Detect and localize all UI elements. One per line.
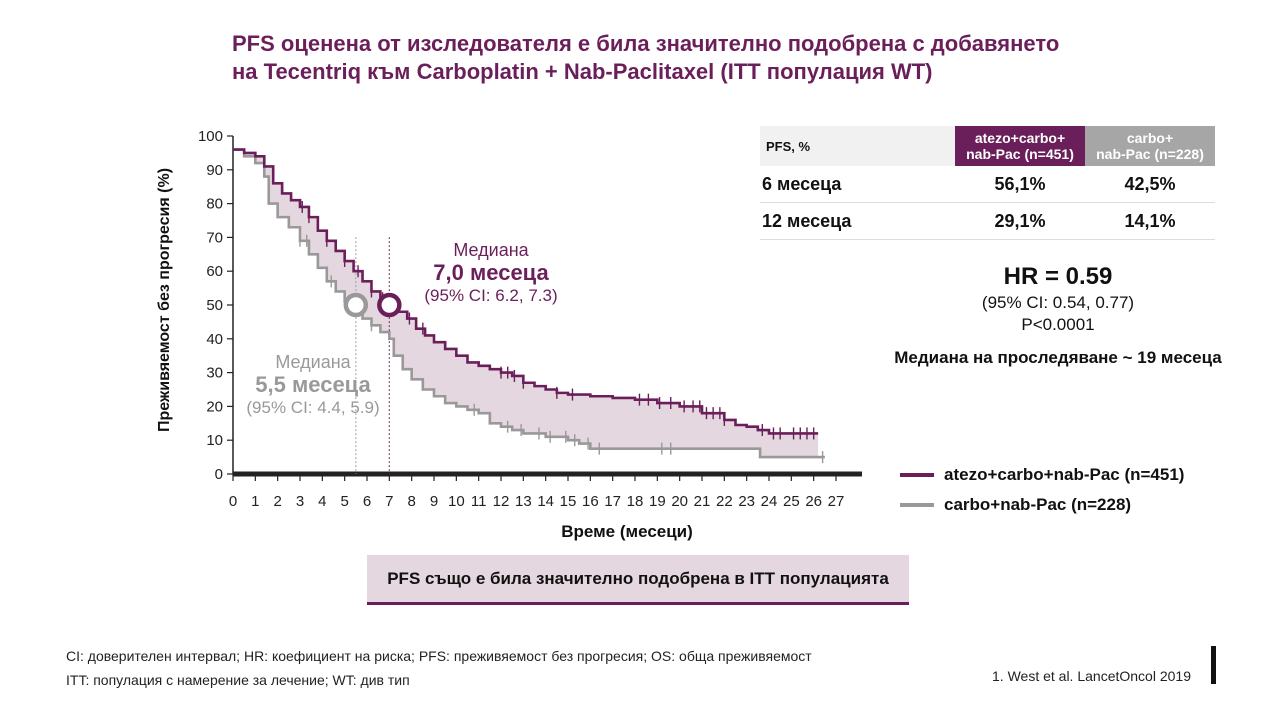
median-carbo-label: Медиана (275, 352, 351, 372)
footnote-line-2: ITT: популация с намерение за лечение; W… (66, 672, 410, 688)
y-tick-label: 100 (198, 128, 223, 145)
p-value: P<0.0001 (1021, 315, 1095, 334)
median-carbo-ci: (95% CI: 4.4, 5.9) (246, 398, 380, 417)
y-tick-label: 60 (206, 263, 223, 280)
median-annotation-atezo: Медиана 7,0 месеца (95% CI: 6.2, 7.3) (424, 240, 557, 306)
pfs-table-header: PFS, % atezo+carbo+ nab-Pac (n=451) carb… (760, 126, 1215, 166)
table-row: 6 месеца 56,1% 42,5% (760, 166, 1215, 203)
legend-item-atezo: atezo+carbo+nab-Pac (n=451) (900, 460, 1184, 490)
x-tick-label: 13 (515, 493, 532, 510)
legend-swatch-carbo (900, 503, 934, 507)
median-markers (343, 292, 402, 318)
median-reference-lines (355, 237, 390, 474)
y-axis-label: Преживяемост без прогресия (%) (156, 167, 173, 433)
header-atezo-line-1: atezo+carbo+ (974, 130, 1066, 146)
y-tick-label: 70 (206, 229, 223, 246)
y-tick-label: 10 (206, 432, 223, 449)
slide-title-line-2: на Tecentriq към Carboplatin + Nab-Pacli… (232, 59, 933, 84)
x-tick-label: 2 (273, 493, 281, 510)
median-followup: Медиана на проследяване ~ 19 месеца (894, 348, 1222, 367)
legend-item-carbo: carbo+nab-Pac (n=228) (900, 490, 1184, 520)
reference: 1. West et al. LancetOncol 2019 (992, 668, 1191, 684)
table-row: 12 месеца 29,1% 14,1% (760, 202, 1215, 240)
y-tick-label: 20 (206, 398, 223, 415)
x-tick-label: 0 (229, 493, 237, 510)
difference-fill (233, 149, 819, 458)
x-tick-label: 8 (407, 493, 415, 510)
x-tick-label: 20 (671, 493, 688, 510)
y-tick-label: 40 (206, 331, 223, 348)
x-tick-label: 24 (761, 493, 778, 510)
slide-title-line-1: PFS оценена от изследователя е била знач… (232, 31, 1060, 56)
x-tick-label: 27 (828, 493, 845, 510)
x-tick-label: 22 (716, 493, 733, 510)
row-value-atezo: 56,1% (955, 166, 1085, 203)
median-carbo-value: 5,5 месеца (255, 372, 371, 397)
x-tick-label: 18 (627, 493, 644, 510)
x-tick-label: 9 (430, 493, 438, 510)
hazard-ratio: HR = 0.59 (1003, 263, 1113, 290)
x-tick-label: 26 (805, 493, 822, 510)
hazard-ratio-ci: (95% CI: 0.54, 0.77) (981, 293, 1135, 312)
y-tick-label: 50 (206, 297, 223, 314)
footnotes: CI: доверителен интервал; HR: коефициент… (66, 644, 812, 692)
row-label: 12 месеца (760, 202, 955, 240)
median-annotation-carbo: Медиана 5,5 месеца (95% CI: 4.4, 5.9) (246, 352, 379, 418)
x-tick-label: 14 (537, 493, 554, 510)
legend-label-carbo: carbo+nab-Pac (n=228) (944, 495, 1132, 514)
y-tick-label: 0 (215, 466, 223, 483)
chart-legend: atezo+carbo+nab-Pac (n=451) carbo+nab-Pa… (900, 460, 1184, 520)
between-curves-area (233, 149, 819, 458)
censor-marks (299, 200, 824, 464)
header-atezo-line-2: nab-Pac (n=451) (966, 146, 1074, 162)
row-value-carbo: 42,5% (1085, 166, 1215, 203)
x-tick-label: 5 (340, 493, 348, 510)
x-tick-label: 1 (251, 493, 259, 510)
legend-swatch-atezo (900, 473, 934, 477)
x-tick-label: 7 (385, 493, 393, 510)
pfs-table-header-atezo: atezo+carbo+ nab-Pac (n=451) (955, 126, 1085, 166)
pfs-rate-table: PFS, % atezo+carbo+ nab-Pac (n=451) carb… (760, 126, 1215, 240)
y-tick-label: 90 (206, 162, 223, 179)
x-tick-label: 21 (694, 493, 711, 510)
header-carbo-line-1: carbo+ (1126, 130, 1174, 146)
chart-series (233, 148, 825, 459)
x-tick-label: 19 (649, 493, 666, 510)
x-tick-label: 10 (448, 493, 465, 510)
x-tick-label: 12 (493, 493, 510, 510)
legend-label-atezo: atezo+carbo+nab-Pac (n=451) (944, 465, 1185, 484)
x-axis-label: Време (месеци) (561, 522, 693, 541)
reference-bar (1211, 646, 1216, 684)
x-tick-label: 11 (471, 493, 487, 510)
series-line-carbo (233, 148, 825, 459)
median-marker-carbo (343, 292, 369, 318)
pfs-table-header-label: PFS, % (760, 126, 955, 166)
y-tick-label: 30 (206, 365, 223, 382)
median-marker-atezo (377, 292, 402, 318)
footnote-line-1: CI: доверителен интервал; HR: коефициент… (66, 648, 812, 664)
x-tick-label: 3 (296, 493, 304, 510)
x-tick-label: 23 (738, 493, 755, 510)
x-tick-label: 25 (783, 493, 800, 510)
row-value-atezo: 29,1% (955, 202, 1085, 240)
x-tick-label: 6 (363, 493, 371, 510)
x-tick-label: 4 (318, 493, 326, 510)
callout-box: PFS също е била значително подобрена в I… (367, 555, 909, 605)
row-label: 6 месеца (760, 166, 955, 203)
x-tick-label: 16 (582, 493, 599, 510)
slide-title: PFS оценена от изследователя е била знач… (232, 30, 1192, 86)
x-tick-label: 17 (604, 493, 621, 510)
row-value-carbo: 14,1% (1085, 202, 1215, 240)
header-carbo-line-2: nab-Pac (n=228) (1096, 146, 1204, 162)
median-atezo-label: Медиана (453, 240, 529, 260)
pfs-table-header-carbo: carbo+ nab-Pac (n=228) (1085, 126, 1215, 166)
series-line-atezo (233, 148, 819, 435)
x-tick-label: 15 (560, 493, 577, 510)
y-tick-label: 80 (206, 196, 223, 213)
hazard-ratio-block: HR = 0.59 (95% CI: 0.54, 0.77) P<0.0001 (982, 262, 1134, 336)
median-atezo-ci: (95% CI: 6.2, 7.3) (424, 286, 558, 305)
median-atezo-value: 7,0 месеца (433, 260, 549, 285)
